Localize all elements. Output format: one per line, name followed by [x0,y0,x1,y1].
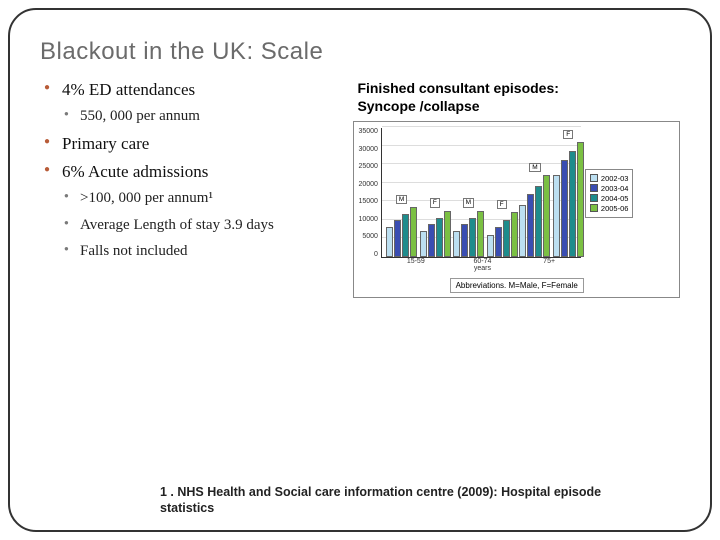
x-tick-label: 15-59 [382,258,449,265]
bar [386,227,393,257]
bar [519,205,526,257]
y-tick-label: 30000 [358,146,377,153]
chart-box: 0 5000 10000 15000 20000 25000 30000 35000 M F M F… [353,121,680,298]
bar [402,214,409,257]
bullet-primary-care: Primary care [44,134,341,154]
mf-label: F [563,130,573,139]
slide-title: Blackout in the UK: Scale [40,38,680,66]
bar-group [420,211,451,257]
bar-group [386,207,417,257]
sub-bullet: 550, 000 per annum [64,106,341,126]
grid-line [382,182,581,183]
legend-swatch [590,204,598,212]
bullet-ed-attendances: 4% ED attendances 550, 000 per annum [44,80,341,126]
footnote-citation: 1 . NHS Health and Social care informati… [160,484,630,517]
bar-group [519,175,550,257]
y-tick-label: 20000 [358,181,377,188]
mf-label: M [463,198,474,207]
y-tick-label: 0 [358,251,377,258]
mf-label: M [529,163,540,172]
bar [469,218,476,257]
sub-bullet: Falls not included [64,241,341,261]
chart-legend: 2002-032003-042004-052005-06 [585,169,634,218]
bar [420,231,427,257]
x-axis-title: years [382,265,582,272]
bar-group [453,211,484,257]
legend-swatch [590,194,598,202]
legend-label: 2004-05 [601,194,629,203]
legend-row: 2004-05 [590,194,629,203]
chart-title: Finished consultant episodes: Syncope /c… [357,80,680,115]
bar [487,235,494,257]
bar [553,175,560,257]
sub-bullet: Average Length of stay 3.9 days [64,215,341,235]
y-tick-label: 25000 [358,163,377,170]
bar [543,175,550,257]
legend-row: 2002-03 [590,174,629,183]
bullet-acute-admissions: 6% Acute admissions >100, 000 per annum¹… [44,162,341,261]
bar [461,224,468,257]
bar [428,224,435,257]
y-tick-label: 35000 [358,128,377,135]
bar [503,220,510,257]
legend-swatch [590,184,598,192]
grid-line [382,126,581,127]
bullets-column: 4% ED attendances 550, 000 per annum Pri… [40,80,341,298]
y-tick-label: 10000 [358,216,377,223]
mf-label: F [497,200,507,209]
bar [527,194,534,257]
bar [477,211,484,257]
slide-frame: Blackout in the UK: Scale 4% ED attendan… [8,8,712,532]
bar [394,220,401,257]
bar [436,218,443,257]
bar [511,212,518,257]
x-tick-label: 60-74 [449,258,516,265]
bar [535,186,542,257]
grid-line [382,163,581,164]
bar [453,231,460,257]
x-tick-label: 75+ [516,258,583,265]
legend-label: 2002-03 [601,174,629,183]
legend-row: 2005-06 [590,204,629,213]
chart-title-line: Syncope /collapse [357,98,479,114]
legend-row: 2003-04 [590,184,629,193]
bar [495,227,502,257]
y-axis-ticks: 0 5000 10000 15000 20000 25000 30000 35000 [358,128,380,258]
bullet-text: 6% Acute admissions [62,162,208,181]
chart-plot-area: M F M F M F [381,128,581,258]
bar [569,151,576,257]
bar [444,211,451,257]
bar [410,207,417,257]
mf-label: F [430,198,440,207]
mf-label: M [396,195,407,204]
legend-swatch [590,174,598,182]
chart-column: Finished consultant episodes: Syncope /c… [353,80,680,298]
y-tick-label: 5000 [358,233,377,240]
bar-group [487,212,518,257]
x-axis-labels: 15-5960-7475+ [382,258,582,265]
bar [577,142,584,257]
sub-bullet: >100, 000 per annum¹ [64,188,341,208]
bar [561,160,568,257]
abbreviations-box: Abbreviations. M=Male, F=Female [450,278,584,293]
bullet-text: 4% ED attendances [62,80,195,99]
chart-title-line: Finished consultant episodes: [357,80,558,96]
y-tick-label: 15000 [358,198,377,205]
bar-group [553,142,584,257]
legend-label: 2003-04 [601,184,629,193]
grid-line [382,200,581,201]
legend-label: 2005-06 [601,204,629,213]
grid-line [382,145,581,146]
content-columns: 4% ED attendances 550, 000 per annum Pri… [40,80,680,298]
